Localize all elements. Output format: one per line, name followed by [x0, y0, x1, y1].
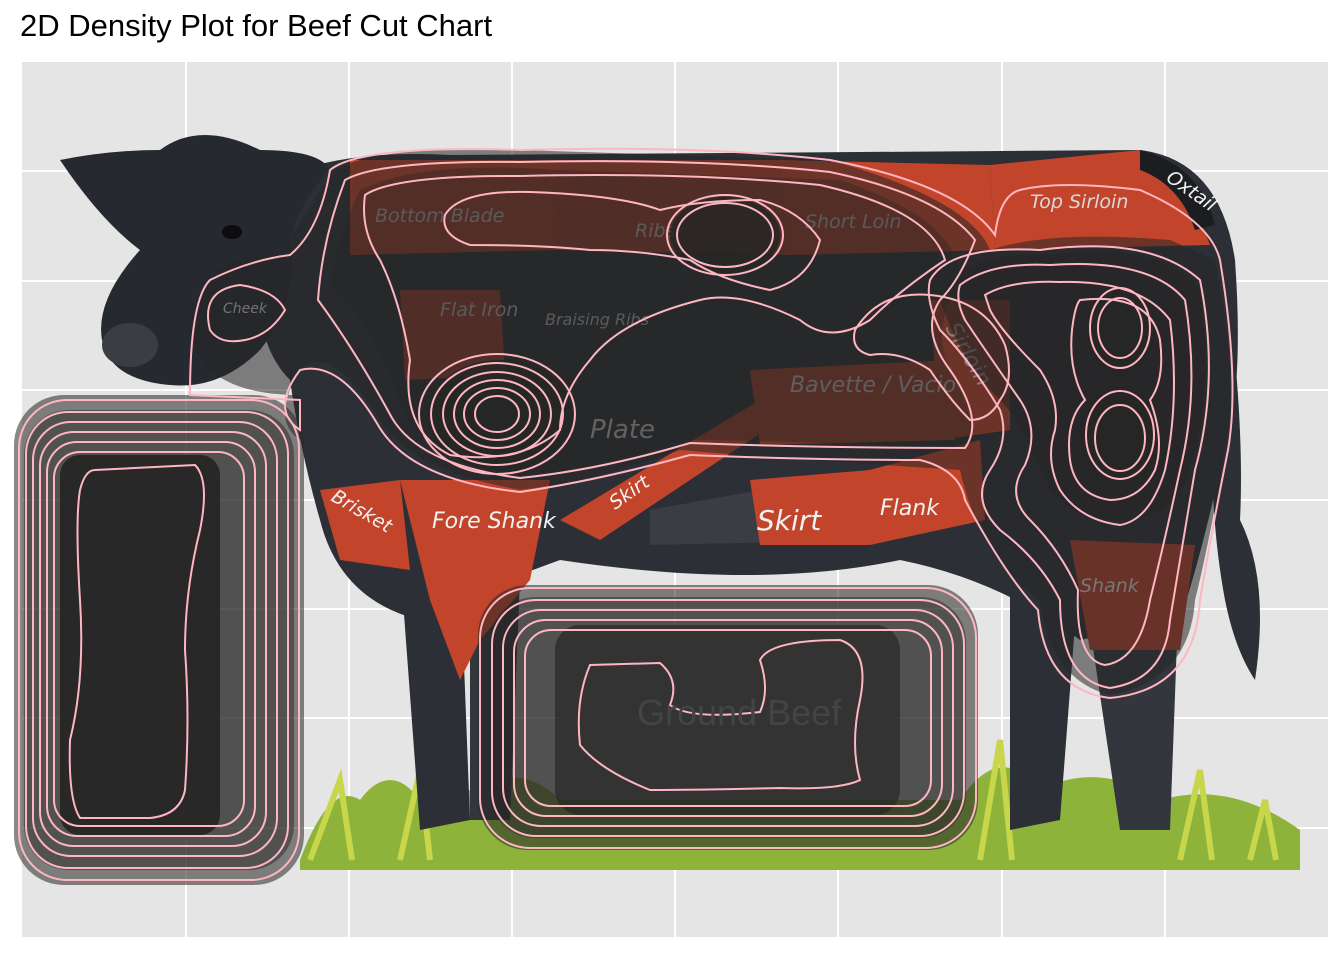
contour-rear-3	[983, 280, 1175, 527]
density-core-ground	[555, 625, 900, 815]
contour-left-6	[53, 451, 245, 827]
contour-rear-2	[957, 263, 1193, 667]
contour-left-2	[25, 411, 289, 869]
contour-ground-2	[491, 599, 965, 837]
density-peak-ribs	[670, 197, 780, 273]
contour-plate-5	[463, 387, 531, 441]
contour-left-7	[68, 463, 205, 819]
contour-rear-4	[1068, 297, 1163, 502]
contour-ground-1	[479, 587, 977, 849]
cut-fore-shank	[400, 480, 550, 680]
contour-lines	[18, 147, 1234, 881]
contour-ribs-1	[666, 194, 784, 276]
contour-upper-1	[188, 147, 1234, 700]
contour-rear-bottom-2	[1094, 404, 1146, 472]
cut-oxtail	[1140, 150, 1215, 230]
contour-plate-4	[453, 379, 541, 449]
contour-cheek	[207, 283, 287, 343]
contour-ground-4	[513, 619, 943, 817]
cow-nose	[102, 323, 158, 367]
contour-left-4	[39, 431, 267, 847]
label-flank: Flank	[880, 496, 940, 521]
contour-rear-top-2	[1097, 297, 1143, 359]
label-skirt-2: Skirt	[757, 504, 822, 537]
label-fore-shank: Fore Shank	[432, 509, 557, 534]
density-band-rear	[940, 251, 1206, 521]
contour-upper-4	[443, 190, 822, 292]
contour-plate-6	[474, 395, 520, 433]
contour-upper-2	[316, 160, 977, 480]
label-ground-beef: Ground Beef	[637, 692, 842, 733]
contour-left-5	[46, 441, 256, 837]
contour-ribs-2	[676, 202, 774, 268]
contour-plate-2	[430, 362, 564, 466]
contour-ground-6	[577, 638, 864, 792]
contour-ground-3	[502, 609, 954, 827]
contour-rear-top-1	[1089, 287, 1151, 369]
cut-brisket	[320, 480, 410, 570]
contour-plate-1	[418, 353, 576, 475]
label-top-sirloin: Top Sirloin	[1030, 191, 1128, 213]
contour-connector	[853, 293, 1010, 422]
contour-left-1	[18, 399, 300, 881]
contour-left-3	[32, 421, 278, 857]
chart-title: 2D Density Plot for Beef Cut Chart	[20, 8, 493, 43]
contour-plate-3	[442, 371, 552, 457]
cut-skirt-3	[750, 470, 870, 545]
cow-eye	[222, 225, 242, 239]
density-core-left	[60, 455, 220, 835]
contour-ground-5	[524, 629, 932, 807]
contour-upper-3	[363, 174, 947, 459]
density-band-upper-inner	[330, 167, 973, 475]
contour-rear-1	[927, 245, 1210, 690]
contour-rear-bottom-1	[1085, 390, 1155, 480]
